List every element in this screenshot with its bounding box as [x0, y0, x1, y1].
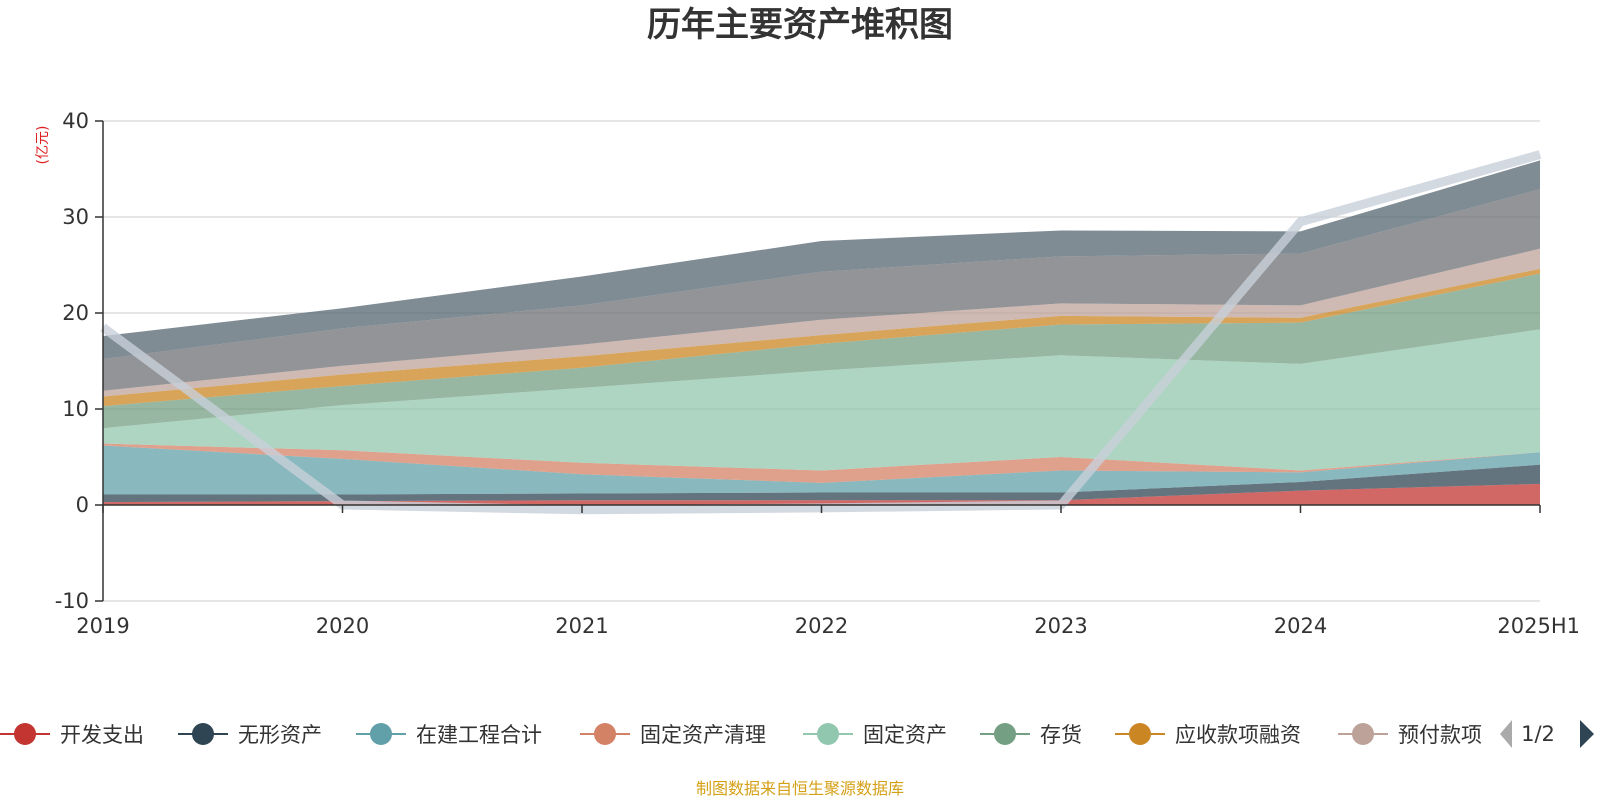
chart-title: 历年主要资产堆积图: [647, 5, 953, 45]
legend-label: 固定资产: [863, 723, 947, 747]
y-tick-label: 0: [76, 493, 89, 517]
area-series-4: [103, 443, 1540, 483]
legend-label: 开发支出: [60, 723, 144, 747]
area-series-2: [103, 464, 1540, 503]
legend-label: 存货: [1040, 723, 1082, 747]
legend-item[interactable]: 固定资产清理: [580, 723, 766, 747]
area-series-8: [103, 248, 1540, 397]
x-tick-label: 2024: [1274, 614, 1327, 638]
legend-label: 固定资产清理: [640, 723, 766, 747]
y-axis-unit: (亿元): [35, 126, 51, 165]
y-tick-label: -10: [55, 589, 89, 613]
x-tick-label: 2025H1: [1497, 614, 1580, 638]
legend-marker-icon: [1352, 723, 1374, 745]
legend-item[interactable]: 应收款项融资: [1115, 723, 1301, 747]
y-tick-label: 10: [62, 397, 89, 421]
x-tick-label: 2023: [1034, 614, 1087, 638]
legend-item[interactable]: 开发支出: [0, 723, 144, 747]
y-axis-ticks: -10 0 10 20 30 40: [55, 109, 103, 613]
legend-item[interactable]: 在建工程合计: [356, 723, 542, 747]
x-tick-label: 2021: [555, 614, 608, 638]
y-tick-label: 30: [62, 205, 89, 229]
legend-marker-icon: [594, 723, 616, 745]
legend-item[interactable]: 预付款项: [1338, 723, 1482, 747]
area-series: [103, 160, 1540, 505]
legend-label: 无形资产: [238, 723, 322, 747]
data-source-note: 制图数据来自恒生聚源数据库: [696, 779, 904, 798]
legend-item[interactable]: 存货: [980, 723, 1082, 747]
legend-pager[interactable]: 1/2: [1500, 720, 1594, 748]
area-series-6: [103, 273, 1540, 429]
legend-page-indicator: 1/2: [1521, 722, 1555, 746]
legend-marker-icon: [370, 723, 392, 745]
legend-marker-icon: [994, 723, 1016, 745]
area-series-10: [103, 160, 1540, 360]
legend-marker-icon: [192, 723, 214, 745]
area-series-9: [103, 189, 1540, 391]
legend-marker-icon: [1129, 723, 1151, 745]
legend-marker-icon: [14, 723, 36, 745]
x-tick-label: 2020: [316, 614, 369, 638]
legend-item[interactable]: 固定资产: [803, 723, 947, 747]
legend-label: 应收款项融资: [1175, 723, 1301, 747]
area-series-1: [103, 483, 1540, 505]
legend-marker-icon: [817, 723, 839, 745]
area-series-7: [103, 268, 1540, 407]
x-tick-label: 2019: [76, 614, 129, 638]
legend-label: 在建工程合计: [416, 723, 542, 747]
legend[interactable]: 开发支出 无形资产 在建工程合计 固定资产清理 固定资产 存货 应收款项融资 预付款项: [0, 723, 1482, 747]
x-axis-ticks: 2019 2020 2021 2022 2023 2024 2025H1: [76, 505, 1580, 638]
legend-label: 预付款项: [1398, 723, 1482, 747]
prev-page-icon[interactable]: [1500, 720, 1512, 748]
next-page-icon[interactable]: [1580, 720, 1594, 748]
legend-item[interactable]: 无形资产: [178, 723, 322, 747]
area-series-3: [103, 445, 1540, 495]
y-tick-label: 20: [62, 301, 89, 325]
y-tick-label: 40: [62, 109, 89, 133]
x-tick-label: 2022: [795, 614, 848, 638]
